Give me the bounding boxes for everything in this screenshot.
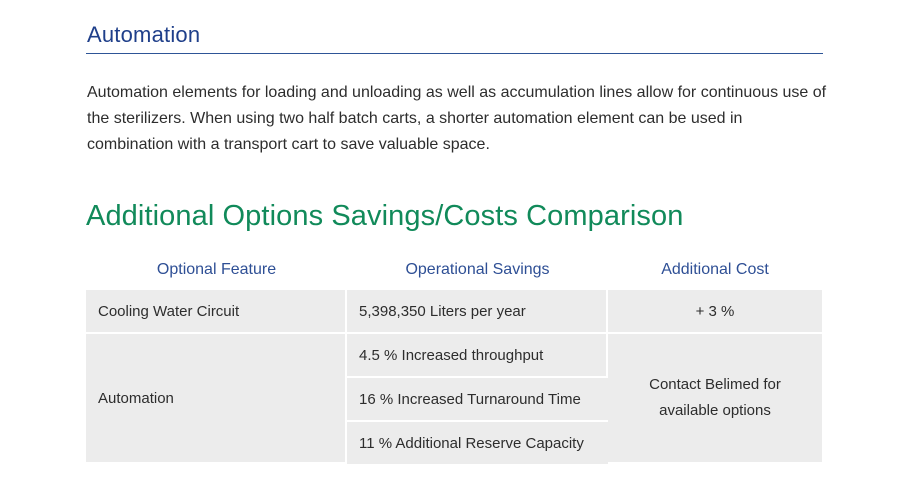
feature-cell: Cooling Water Circuit [86,290,347,334]
savings-cell: 5,398,350 Liters per year [347,290,608,334]
table-row: Cooling Water Circuit 5,398,350 Liters p… [86,290,822,334]
table-row: 11 % Additional Reserve Capacity [86,422,822,464]
table-row: Automation 4.5 % Increased throughput Co… [86,334,822,464]
savings-cell: 16 % Increased Turnaround Time [347,378,608,422]
section-title: Automation [87,22,201,47]
table-row: 16 % Increased Turnaround Time [86,378,822,422]
section-paragraph: Automation elements for loading and unlo… [87,84,827,153]
savings-cell: 4.5 % Increased throughput [347,334,608,378]
section-divider [86,53,823,54]
table-header-row: Optional Feature Operational Savings Add… [86,250,822,290]
header-optional-feature: Optional Feature [86,250,347,290]
comparison-title: Additional Options Savings/Costs Compari… [86,200,684,232]
savings-cell: 11 % Additional Reserve Capacity [347,422,608,464]
header-additional-cost: Additional Cost [608,250,822,290]
header-operational-savings: Operational Savings [347,250,608,290]
comparison-table: Optional Feature Operational Savings Add… [86,250,822,464]
feature-cell: Automation [86,334,347,464]
cost-cell: Contact Belimed for available options [608,334,822,464]
cost-cell: + 3 % [608,290,822,334]
